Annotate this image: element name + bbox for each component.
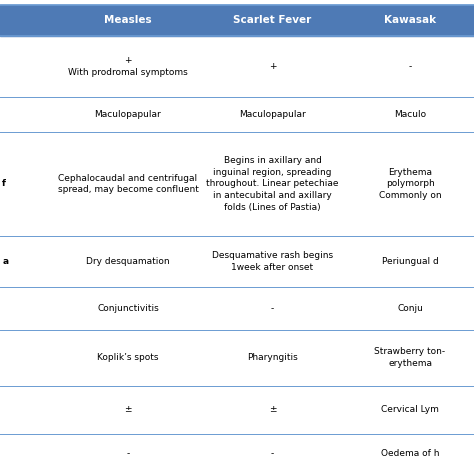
Text: ±: ± xyxy=(269,405,276,414)
Text: Conju: Conju xyxy=(397,304,423,313)
Text: Begins in axillary and
inguinal region, spreading
throughout. Linear petechiae
i: Begins in axillary and inguinal region, … xyxy=(206,156,339,212)
Text: Maculopapular: Maculopapular xyxy=(95,110,161,119)
Text: Periungual d: Periungual d xyxy=(382,257,438,266)
Bar xyxy=(0,386,474,434)
Bar xyxy=(0,97,474,132)
Bar xyxy=(0,329,474,386)
Text: Pharyngitis: Pharyngitis xyxy=(247,353,298,362)
Text: Measles: Measles xyxy=(104,15,152,25)
Bar xyxy=(0,132,474,236)
Text: +: + xyxy=(269,62,276,71)
Bar xyxy=(0,36,474,97)
Text: f: f xyxy=(2,180,6,189)
Text: +
With prodromal symptoms: + With prodromal symptoms xyxy=(68,56,188,77)
Text: Erythema
polymorph
Commonly on: Erythema polymorph Commonly on xyxy=(379,168,441,200)
Text: Kawasak: Kawasak xyxy=(384,15,436,25)
Text: a: a xyxy=(2,257,9,266)
Text: -: - xyxy=(271,304,274,313)
Text: -: - xyxy=(127,449,129,458)
Bar xyxy=(0,236,474,287)
Text: Maculopapular: Maculopapular xyxy=(239,110,306,119)
Text: Desquamative rash begins
1week after onset: Desquamative rash begins 1week after ons… xyxy=(212,251,333,272)
Text: Dry desquamation: Dry desquamation xyxy=(86,257,170,266)
Text: Maculo: Maculo xyxy=(394,110,426,119)
Bar xyxy=(0,287,474,329)
Text: Strawberry ton-
erythema: Strawberry ton- erythema xyxy=(374,347,446,368)
Bar xyxy=(0,5,474,36)
Text: Scarlet Fever: Scarlet Fever xyxy=(233,15,312,25)
Text: Conjunctivitis: Conjunctivitis xyxy=(97,304,159,313)
Text: Cephalocaudal and centrifugal
spread, may become confluent: Cephalocaudal and centrifugal spread, ma… xyxy=(57,173,199,194)
Text: Koplik’s spots: Koplik’s spots xyxy=(97,353,159,362)
Text: -: - xyxy=(271,449,274,458)
Bar xyxy=(0,434,474,474)
Text: Cervical Lym: Cervical Lym xyxy=(381,405,439,414)
Text: -: - xyxy=(409,62,411,71)
Text: Oedema of h: Oedema of h xyxy=(381,449,439,458)
Text: ±: ± xyxy=(124,405,132,414)
